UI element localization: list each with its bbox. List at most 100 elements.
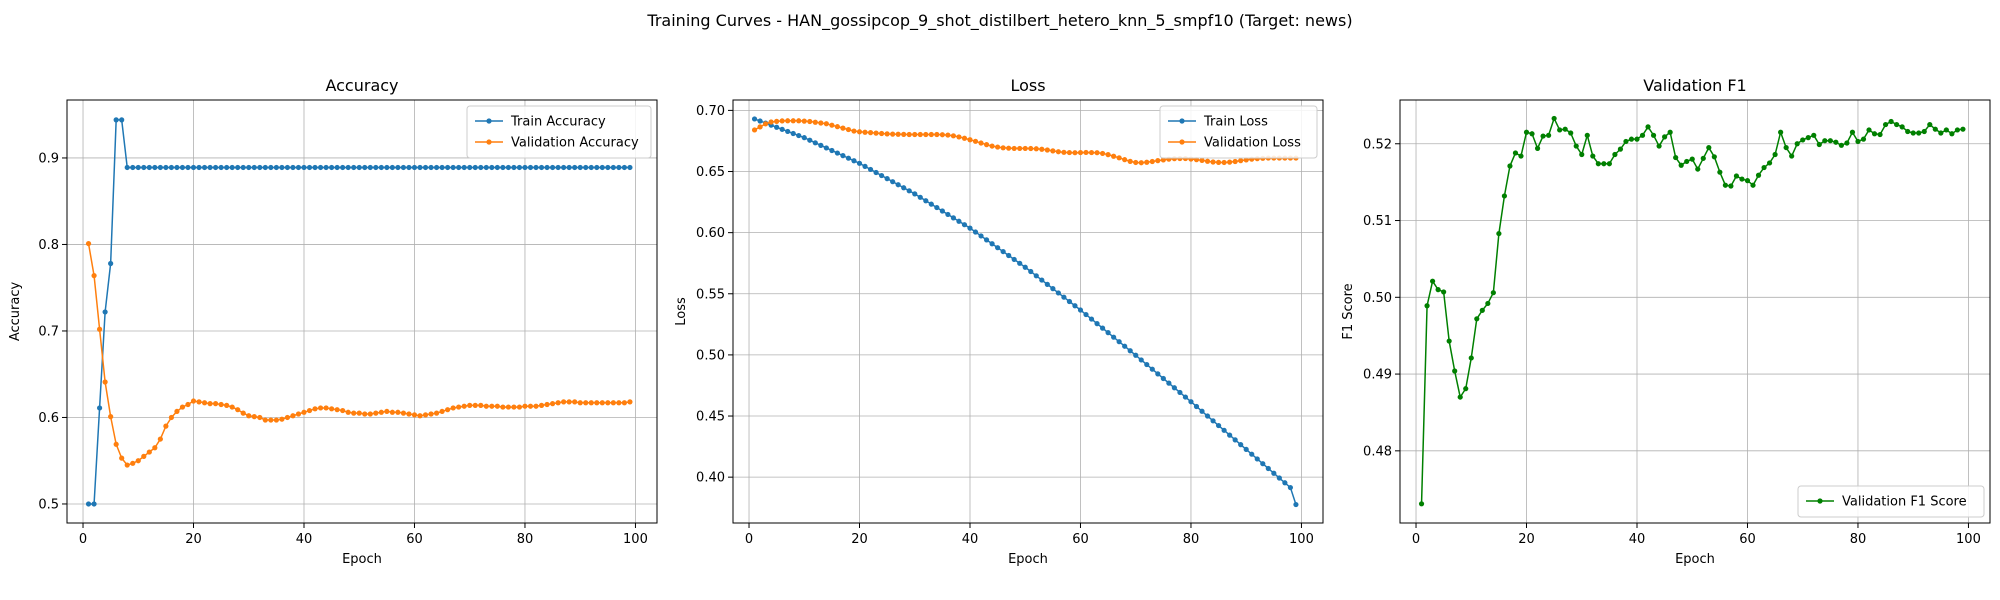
- data-point: [1006, 252, 1012, 259]
- data-point: [124, 462, 130, 468]
- data-point: [340, 164, 346, 171]
- data-point: [1011, 256, 1017, 263]
- data-point: [774, 118, 780, 124]
- data-point: [1204, 413, 1211, 419]
- data-point: [1479, 307, 1485, 313]
- data-point: [533, 164, 539, 171]
- data-point: [395, 164, 401, 171]
- y-axis-label: Accuracy: [8, 282, 23, 342]
- data-point: [1171, 385, 1177, 391]
- data-point: [807, 118, 813, 125]
- data-point: [1943, 127, 1949, 133]
- data-point: [856, 160, 863, 166]
- data-point: [1072, 303, 1078, 309]
- data-point: [1457, 394, 1463, 400]
- data-point: [268, 164, 274, 171]
- y-tick-label: 0.52: [1363, 137, 1392, 152]
- data-point: [1844, 140, 1850, 146]
- data-point: [544, 164, 550, 171]
- data-point: [851, 128, 857, 134]
- data-point: [511, 404, 517, 410]
- data-point: [594, 164, 600, 171]
- data-point: [956, 218, 962, 224]
- data-point: [790, 118, 796, 124]
- data-point: [594, 400, 600, 406]
- data-point: [135, 458, 141, 464]
- data-point: [599, 164, 605, 171]
- data-point: [1877, 131, 1883, 138]
- data-point: [1210, 418, 1216, 424]
- data-point: [389, 164, 395, 171]
- y-axis-label: Loss: [674, 297, 689, 326]
- data-point: [1111, 334, 1117, 340]
- data-point: [1155, 158, 1161, 164]
- data-point: [185, 164, 191, 171]
- data-point: [345, 409, 351, 415]
- data-point: [356, 410, 362, 416]
- data-point: [1485, 300, 1491, 307]
- legend-marker: [486, 118, 492, 124]
- data-point: [1000, 248, 1006, 255]
- data-point: [627, 399, 633, 405]
- data-point: [757, 118, 763, 124]
- data-point: [1866, 127, 1872, 133]
- data-point: [119, 455, 125, 461]
- data-point: [834, 150, 841, 156]
- data-point: [456, 164, 462, 171]
- data-point: [884, 131, 890, 137]
- data-point: [406, 164, 412, 171]
- data-point: [367, 411, 373, 417]
- data-point: [201, 164, 208, 171]
- data-point: [1254, 456, 1260, 462]
- data-point: [229, 404, 235, 410]
- data-point: [1750, 182, 1756, 188]
- data-point: [378, 164, 384, 171]
- x-tick-label: 100: [623, 532, 648, 547]
- data-point: [934, 204, 940, 211]
- data-point: [901, 131, 907, 137]
- data-point: [829, 147, 835, 154]
- data-point: [1562, 126, 1568, 132]
- data-point: [1772, 151, 1778, 158]
- data-point: [851, 158, 857, 164]
- data-point: [1138, 160, 1144, 166]
- data-point: [1783, 144, 1789, 151]
- data-point: [956, 134, 962, 140]
- series-line: [1420, 117, 1964, 504]
- legend-box: [466, 105, 652, 159]
- data-point: [85, 501, 92, 507]
- data-point: [895, 182, 901, 188]
- y-tick-label: 0.70: [696, 104, 725, 119]
- legend-marker: [1179, 139, 1185, 145]
- legend-label: Train Accuracy: [510, 115, 606, 130]
- x-tick-label: 20: [185, 532, 202, 547]
- data-point: [235, 407, 241, 413]
- y-tick-label: 0.50: [1363, 291, 1392, 306]
- data-point: [152, 164, 158, 171]
- data-point: [262, 417, 268, 423]
- data-point: [1039, 277, 1045, 283]
- data-point: [113, 441, 119, 447]
- data-point: [1595, 161, 1601, 167]
- data-point: [1122, 343, 1128, 349]
- data-point: [334, 164, 340, 171]
- data-point: [1111, 153, 1117, 159]
- data-point: [1050, 286, 1056, 292]
- y-tick-label: 0.5: [38, 497, 59, 512]
- data-point: [395, 409, 401, 415]
- data-point: [549, 164, 556, 171]
- data-point: [627, 164, 633, 171]
- data-point: [1276, 475, 1282, 481]
- data-point: [1584, 132, 1590, 138]
- data-point: [1429, 278, 1436, 284]
- data-point: [445, 164, 451, 171]
- data-point: [845, 126, 852, 133]
- chart-title: Loss: [1010, 76, 1045, 95]
- data-point: [751, 116, 758, 122]
- data-point: [317, 405, 324, 411]
- data-point: [1238, 442, 1244, 448]
- data-point: [812, 140, 818, 146]
- data-point: [290, 413, 296, 419]
- data-point: [273, 417, 279, 423]
- data-point: [1199, 157, 1205, 163]
